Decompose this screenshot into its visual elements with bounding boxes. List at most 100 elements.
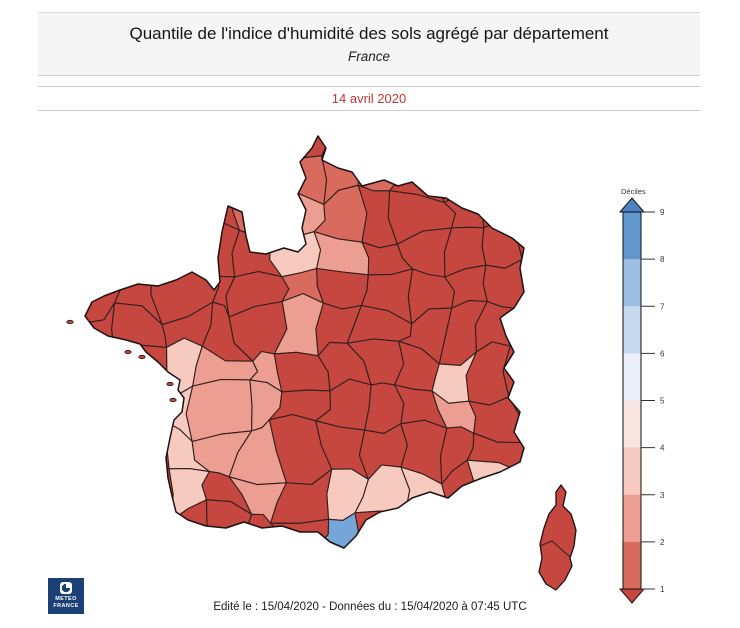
department-cell — [40, 318, 84, 362]
department-cell — [85, 138, 119, 205]
legend-tick-label: 3 — [660, 491, 665, 500]
department-cell — [111, 546, 166, 548]
page-subtitle: France — [347, 49, 391, 64]
legend-segment — [623, 541, 641, 590]
department-cell — [85, 470, 131, 517]
legend-segment — [623, 494, 641, 543]
department-cell — [38, 510, 80, 567]
department-cell — [45, 464, 81, 518]
department-cell — [469, 546, 522, 548]
department-cell — [85, 347, 86, 399]
legend-tick-label: 4 — [660, 444, 665, 453]
department-cell — [30, 118, 79, 157]
department-cell — [436, 136, 484, 162]
department-cell — [437, 154, 493, 204]
logo-line-2: FRANCE — [53, 602, 79, 609]
department-cell — [430, 546, 491, 548]
department-cell — [106, 468, 174, 521]
legend-title: Déciles — [621, 187, 646, 196]
island-dot — [166, 381, 174, 387]
department-cell — [270, 518, 330, 548]
department-cell — [238, 554, 286, 604]
legend-segment — [623, 447, 641, 496]
corsica-outline — [538, 484, 577, 591]
legend-segment — [623, 306, 641, 354]
island-dot — [169, 397, 177, 403]
deciles-legend: Déciles 9 8 7 6 5 4 3 2 1 — [618, 187, 665, 604]
legend-tick-label: 1 — [660, 585, 665, 594]
department-cell — [279, 545, 334, 548]
department-cell — [37, 199, 83, 247]
department-cell — [479, 139, 524, 197]
department-cell — [85, 424, 126, 476]
department-cell — [508, 136, 524, 161]
department-cell — [158, 546, 208, 548]
department-cell — [85, 136, 126, 153]
department-cell — [481, 182, 524, 229]
legend-tick-label: 2 — [660, 538, 665, 547]
department-cell — [85, 381, 86, 433]
department-cell — [234, 136, 283, 161]
legend-arrow-down-icon — [618, 588, 646, 604]
department-cell — [29, 425, 80, 471]
department-cell — [38, 265, 84, 324]
department-cell — [509, 303, 524, 361]
legend-arrow-up-icon — [618, 197, 646, 213]
department-cell — [392, 513, 447, 548]
department-cell — [431, 510, 477, 548]
legend-tick-label: 8 — [660, 255, 665, 264]
department-cell — [466, 459, 524, 521]
legend-segment — [623, 400, 641, 449]
page-title: Quantile de l'indice d'humidité des sols… — [129, 24, 609, 43]
department-cell — [481, 218, 524, 269]
departments-layer — [29, 118, 524, 604]
department-cell — [115, 136, 173, 164]
department-cell — [515, 182, 524, 235]
france-outline — [84, 135, 525, 549]
department-cell — [85, 223, 132, 272]
department-cell — [517, 222, 524, 274]
legend-segment — [623, 212, 641, 260]
department-cell — [85, 354, 120, 399]
department-cell — [228, 153, 279, 196]
department-cell — [152, 219, 210, 273]
legend-segment — [623, 353, 641, 401]
department-cell — [114, 138, 173, 205]
footer-note: Edité le : 15/04/2020 - Données du : 15/… — [213, 601, 527, 613]
legend-tick-label: 7 — [660, 302, 665, 311]
department-cell — [203, 559, 252, 597]
department-cell — [346, 546, 394, 548]
island-dot — [138, 354, 146, 360]
coastal-islands — [66, 319, 177, 403]
department-cell — [354, 510, 406, 548]
department-cell — [114, 192, 174, 225]
department-cell — [192, 147, 236, 193]
department-cell — [518, 139, 524, 197]
legend-segment — [623, 259, 641, 307]
legend-tick-label: 5 — [660, 397, 665, 406]
department-cell — [37, 237, 83, 283]
island-dot — [66, 319, 74, 325]
department-cell — [268, 155, 328, 206]
logo-text: METEO FRANCE — [53, 596, 78, 610]
legend-tick-label: 9 — [660, 208, 665, 217]
department-cell — [522, 424, 524, 476]
corsica — [538, 484, 577, 591]
department-cell — [515, 258, 524, 310]
meteo-france-emblem-icon — [60, 582, 72, 594]
meteo-france-logo: METEO FRANCE — [48, 578, 84, 614]
legend-tick-label: 6 — [660, 349, 665, 358]
department-cell — [117, 389, 171, 432]
department-cell — [475, 136, 524, 161]
department-cell — [114, 500, 173, 548]
date-banner: 14 avril 2020 — [38, 86, 700, 111]
corsica-inner-border — [539, 540, 571, 558]
department-cell — [30, 150, 79, 206]
department-cell — [114, 344, 171, 404]
department-cell — [317, 545, 363, 548]
department-cell — [387, 545, 445, 548]
department-cell — [85, 500, 131, 548]
department-cell — [117, 215, 174, 272]
department-cell — [158, 147, 211, 194]
